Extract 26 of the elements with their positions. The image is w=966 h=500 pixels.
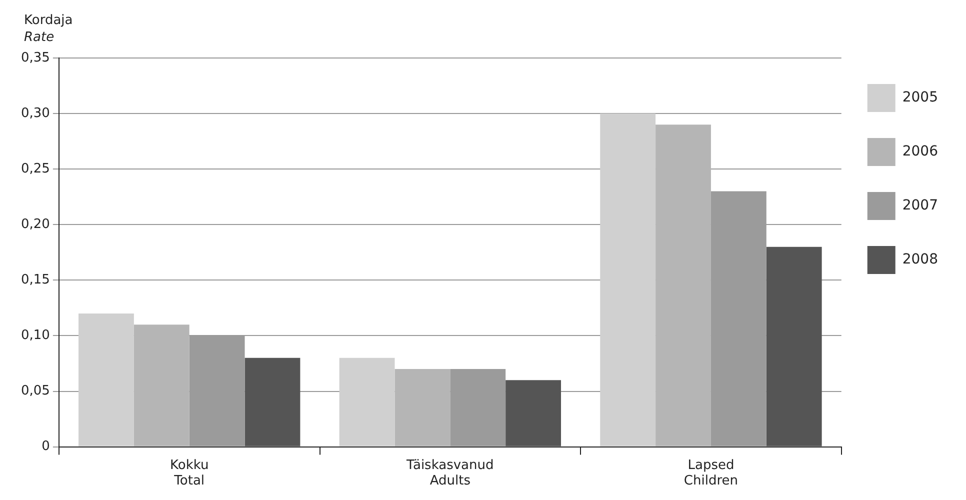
bar — [134, 324, 190, 446]
y-tick-label: 0,30 — [20, 106, 50, 121]
y-axis-title: Kordaja Rate — [24, 12, 73, 46]
bar — [339, 358, 395, 446]
y-tick-label: 0,15 — [20, 272, 50, 288]
bar — [506, 380, 561, 446]
legend-label: 2005 — [902, 90, 938, 106]
x-tick-label: Kokku Total — [170, 458, 209, 489]
x-tick-label: Lapsed Children — [684, 458, 738, 489]
bar — [78, 313, 134, 446]
y-tick-label: 0 — [42, 439, 50, 454]
y-tick-label: 0,35 — [20, 50, 50, 66]
x-tick-label: Täiskasvanud Adults — [406, 458, 494, 489]
bar — [244, 358, 300, 446]
legend-label: 2006 — [902, 144, 938, 160]
y-tick-label: 0,25 — [20, 161, 50, 176]
bar — [656, 124, 711, 446]
y-tick-label: 0,10 — [20, 328, 50, 344]
y-tick-label: 0,05 — [20, 384, 50, 399]
bar — [600, 114, 656, 446]
legend-label: 2008 — [902, 252, 938, 268]
bar — [766, 246, 822, 446]
legend-label: 2007 — [902, 198, 938, 214]
bar — [394, 369, 450, 446]
bar — [450, 369, 506, 446]
y-tick-label: 0,20 — [20, 217, 50, 232]
